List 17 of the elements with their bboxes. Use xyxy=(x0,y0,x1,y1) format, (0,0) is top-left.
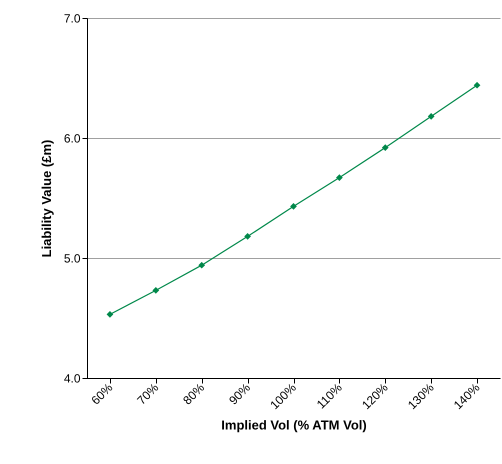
point xyxy=(152,287,160,294)
x-tick-label: 60% xyxy=(88,380,116,408)
point xyxy=(474,82,480,89)
point xyxy=(290,203,297,210)
point xyxy=(382,144,389,151)
y-tick-label: 7.0 xyxy=(64,12,81,26)
y-tick-label: 5.0 xyxy=(64,252,81,266)
y-tick-label: 6.0 xyxy=(64,132,81,146)
x-tick-label: 70% xyxy=(134,380,162,408)
point xyxy=(428,113,435,120)
x-axis-title: Implied Vol (% ATM Vol) xyxy=(221,417,367,432)
point xyxy=(106,311,114,318)
y-axis-title: Liability Value (£m) xyxy=(38,140,54,258)
point xyxy=(336,174,343,181)
point xyxy=(198,262,206,269)
point xyxy=(244,233,251,240)
y-tick-label: 4.0 xyxy=(64,372,81,386)
